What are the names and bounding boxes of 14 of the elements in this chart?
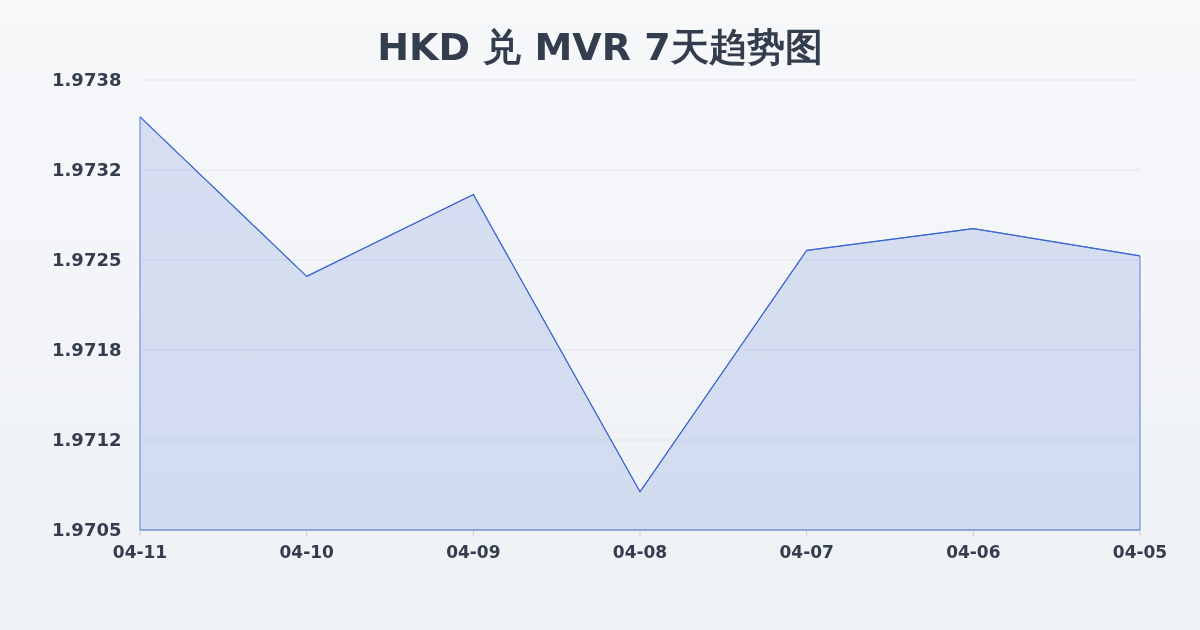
x-tick-label: 04-05 [1112,542,1168,562]
x-tick-label: 04-09 [446,542,501,562]
y-tick-label: 1.9725 [52,249,122,270]
x-tick-label: 04-11 [112,542,168,562]
x-tick-label: 04-10 [279,542,335,562]
y-tick-label: 1.9738 [52,69,122,90]
y-tick-label: 1.9705 [52,519,122,540]
x-tick-label: 04-06 [946,542,1001,562]
x-tick-label: 04-08 [612,542,668,562]
x-tick-label: 04-07 [779,542,834,562]
y-tick-label: 1.9712 [52,429,122,450]
y-tick-label: 1.9718 [52,339,122,360]
y-tick-label: 1.9732 [52,159,122,180]
chart-title: HKD 兑 MVR 7天趋势图 [377,25,823,69]
